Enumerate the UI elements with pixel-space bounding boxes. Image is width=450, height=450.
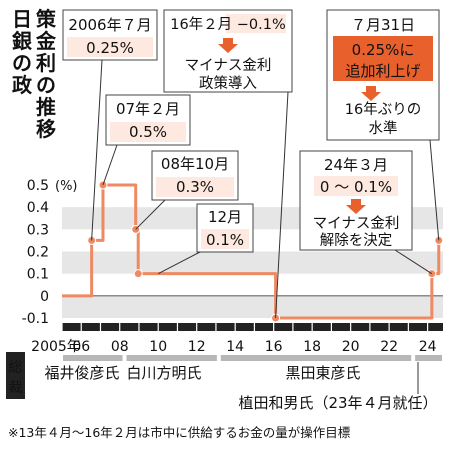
grid-band	[62, 295, 443, 318]
down-arrow	[218, 38, 238, 53]
annotation-text: 0.1%	[206, 231, 244, 249]
down-arrow	[361, 86, 381, 101]
y-tick-label: 0.4	[27, 200, 49, 216]
title-char: 策	[36, 7, 57, 31]
annotation-text: 0.3%	[176, 178, 214, 196]
leader-line	[157, 251, 201, 275]
annotation-text: 16年２月 −0.1%	[170, 16, 286, 33]
annotation-text: 追加利上げ	[345, 62, 420, 80]
x-tick-label: 20	[342, 339, 360, 355]
title-char: 利	[36, 51, 56, 75]
y-tick-label: 0.3	[27, 222, 49, 238]
title-char: 政	[12, 73, 33, 97]
x-tick-label: 22	[380, 339, 398, 355]
grid-band	[62, 251, 443, 274]
title-char: 推	[36, 95, 56, 119]
annotation-text: 08年10月	[161, 155, 229, 173]
annotation-highlight	[314, 176, 398, 196]
y-tick-label: 0.2	[27, 245, 49, 261]
annotation-highlight	[67, 37, 153, 57]
x-tick-label: 08	[111, 339, 129, 355]
annotation-highlight	[226, 14, 286, 33]
annotation-text: 水準	[369, 120, 398, 137]
annotation-text: 2006年７月	[68, 16, 151, 34]
y-axis-unit: (%)	[55, 179, 78, 194]
down-arrow	[346, 199, 366, 214]
governor-label: 裁	[9, 380, 23, 396]
tick-labels: 0.5 0.4 0.3 0.2 0.1 0 -0.1 (%)	[22, 178, 78, 327]
y-tick-label: 0.5	[27, 178, 49, 194]
annotations-group: 2006年７月 0.25% 07年２月 0.5% 08年10月 0.3% 12月 0.1% 16…	[62, 9, 440, 394]
y-tick-label: 0.1	[27, 267, 49, 283]
leader-line	[135, 199, 166, 230]
governor-name: 福井俊彦氏	[44, 364, 119, 382]
x-tick-label: 06	[72, 339, 90, 355]
governor-label-box	[6, 352, 25, 399]
annotation-highlight	[333, 36, 433, 81]
leader-line	[91, 59, 103, 241]
annotation-text: 0.5%	[129, 123, 167, 141]
governor-term-bar	[126, 355, 217, 361]
annotation-text: 0.25%	[86, 39, 134, 57]
title-char: 日	[12, 7, 32, 31]
governor-term-bar	[415, 355, 442, 361]
annotation-text: 解除を決定	[320, 232, 393, 249]
footnote: ※13年４月～16年２月は市中に供給するお金の量が操作目標	[8, 425, 351, 440]
title-char: 銀	[12, 29, 32, 53]
annotation-highlight	[201, 229, 249, 249]
title-char: 移	[36, 117, 56, 141]
annotation-text: 16年ぶりの	[345, 101, 421, 118]
data-point	[133, 269, 143, 279]
leader-line	[275, 91, 289, 319]
annotation-text: 0.25%に	[352, 41, 415, 59]
annotation-text: 07年２月	[116, 100, 180, 118]
x-tick-label: 24	[419, 339, 437, 355]
governor-name: 黒田東彦氏	[285, 364, 360, 382]
annotation-text: 24年３月	[324, 156, 388, 174]
x-tick-label: 10	[149, 339, 167, 355]
x-tick-label: 18	[303, 339, 321, 355]
annotation-highlight	[156, 177, 234, 197]
x-tick-label: 12	[188, 339, 206, 355]
annotation-text: 0 ～ 0.1%	[320, 178, 392, 196]
timeline-bar	[62, 323, 443, 331]
annotation-text: マイナス金利	[185, 57, 272, 74]
x-tick-label: 2005年	[31, 339, 81, 355]
annotation-text: ７月31日	[351, 16, 415, 34]
annotation-highlight	[110, 122, 186, 142]
y-tick-label: -0.1	[22, 311, 49, 327]
leader-line	[429, 139, 440, 241]
leader-line	[102, 144, 118, 186]
y-tick-label: 0	[40, 289, 49, 305]
title-char: 金	[35, 29, 57, 53]
title-char: の	[12, 51, 32, 75]
governor-name: 白川方明氏	[126, 364, 201, 382]
annotation-text: 政策導入	[199, 75, 257, 92]
governor-term-bar	[63, 355, 123, 361]
annotation-text: マイナス金利	[313, 215, 400, 232]
governor-term-bar	[220, 355, 412, 361]
leader-line	[394, 249, 433, 275]
x-tick-label: 16	[265, 339, 283, 355]
governor-label: 総	[9, 360, 23, 376]
x-tick-label: 14	[226, 339, 244, 355]
annotation-text: 12月	[208, 208, 242, 226]
governor-name: 植田和男氏（23年４月就任）	[238, 394, 437, 412]
title-char: の	[36, 73, 56, 97]
